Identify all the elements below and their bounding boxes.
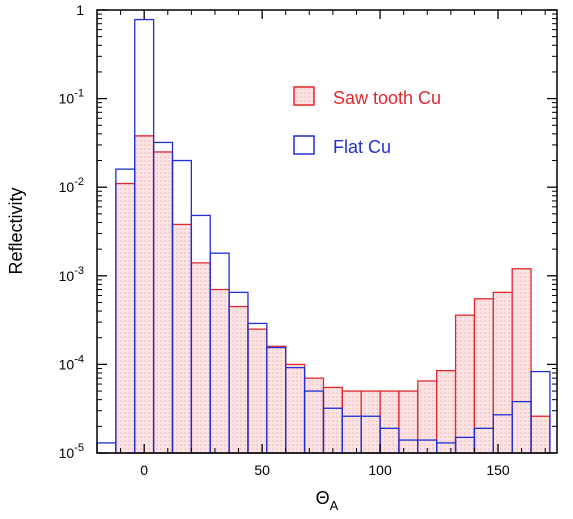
saw-bar xyxy=(492,291,513,454)
y-tick-label: 10-3 xyxy=(59,265,84,284)
saw-bar xyxy=(360,390,381,454)
saw-bar xyxy=(436,370,457,454)
plot-frame xyxy=(96,9,558,454)
saw-bar xyxy=(417,380,438,454)
saw-bar xyxy=(285,363,306,454)
y-tick-label: 10-4 xyxy=(59,353,84,372)
saw-bar xyxy=(341,390,362,454)
y-axis: 1 10-1 10-2 10-3 10-4 10-5 xyxy=(59,2,557,461)
y-tick-label: 10-5 xyxy=(59,442,84,461)
saw-bar xyxy=(115,182,136,454)
x-tick-label: 100 xyxy=(368,462,392,478)
saw-bar xyxy=(266,345,287,454)
saw-bar xyxy=(379,390,400,454)
saw-tooth-series xyxy=(115,135,551,454)
saw-bar xyxy=(473,298,494,454)
legend-label-flat: Flat Cu xyxy=(333,137,391,157)
y-axis-title: Reflectivity xyxy=(6,187,26,274)
x-axis-title: ΘA xyxy=(316,488,339,513)
saw-bar xyxy=(152,151,174,454)
saw-bar xyxy=(209,288,230,454)
saw-bar xyxy=(398,390,419,454)
x-axis: 0 50 100 150 xyxy=(120,10,546,478)
x-tick-label: 50 xyxy=(254,462,270,478)
y-tick-label: 1 xyxy=(76,2,84,18)
saw-bar xyxy=(530,415,551,454)
x-tick-label: 0 xyxy=(140,462,148,478)
saw-bar xyxy=(303,377,325,454)
saw-bar xyxy=(190,262,211,454)
legend-label-saw: Saw tooth Cu xyxy=(333,88,441,108)
flat-bar xyxy=(96,442,117,454)
y-tick-label: 10-2 xyxy=(59,176,84,195)
saw-bar xyxy=(247,328,268,454)
legend-swatch-saw xyxy=(293,86,315,106)
saw-bar xyxy=(171,223,193,454)
saw-bar xyxy=(322,386,343,454)
x-axis-title-symbol: Θ xyxy=(316,488,330,508)
y-tick-label: 10-1 xyxy=(59,88,84,107)
legend: Saw tooth Cu Flat Cu xyxy=(293,86,441,157)
saw-bar xyxy=(228,305,249,454)
saw-bar xyxy=(134,135,155,454)
x-tick-label: 150 xyxy=(486,462,510,478)
saw-bar xyxy=(454,314,476,454)
saw-bar xyxy=(511,268,532,454)
x-axis-title-subscript: A xyxy=(330,498,339,513)
legend-swatch-flat xyxy=(293,135,315,155)
